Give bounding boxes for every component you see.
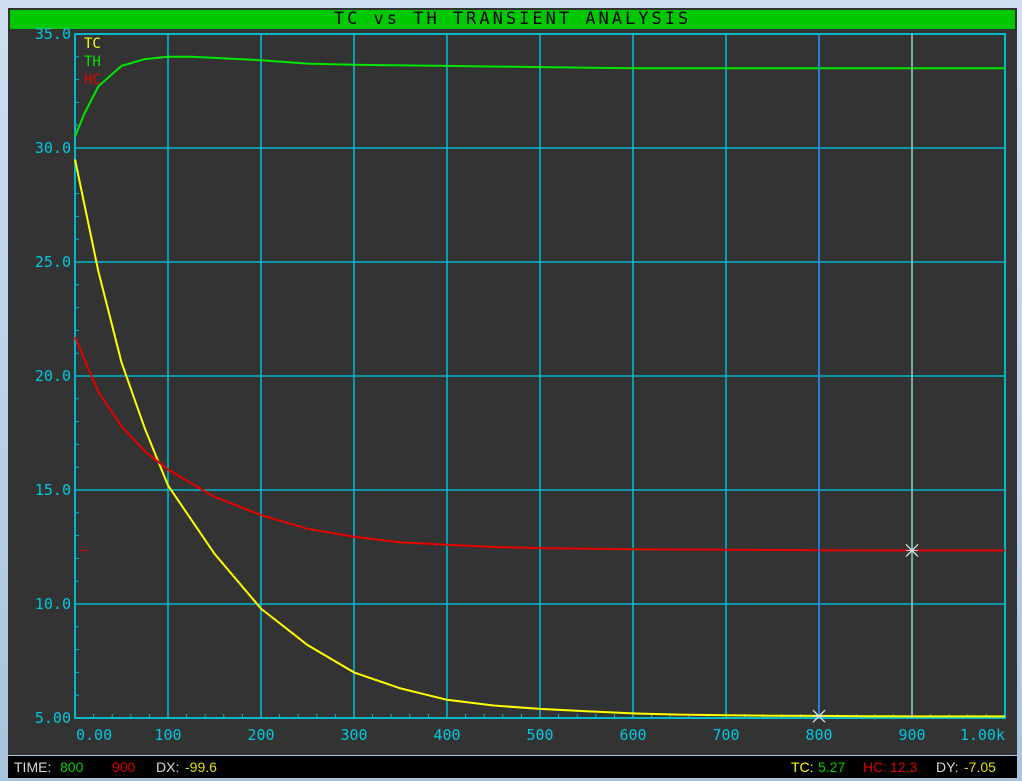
x-tick-label: 600 xyxy=(619,726,646,744)
legend-entry-tc: TC xyxy=(84,36,101,52)
series-line-hc xyxy=(74,336,1005,552)
status-bar: TIME: 800 900 DX: -99.6 TC: 5.27 HC: 12.… xyxy=(8,756,1017,778)
legend: TC TH HC xyxy=(84,36,101,88)
y-tick-label: 30.0 xyxy=(35,139,71,157)
legend-entry-th: TH xyxy=(84,54,101,70)
time-secondary-value: 900 xyxy=(112,759,136,775)
tc-label: TC: xyxy=(791,759,814,775)
x-tick-label: 900 xyxy=(898,726,925,744)
y-tick-label: 15.0 xyxy=(35,481,71,499)
legend-entry-hc: HC xyxy=(84,72,101,88)
x-tick-label: 200 xyxy=(247,726,274,744)
hc-label: HC: xyxy=(863,759,888,775)
y-tick-label: 25.0 xyxy=(35,253,71,271)
dy-label: DY: xyxy=(936,759,959,775)
x-tick-label: 700 xyxy=(712,726,739,744)
hc-value: 12.3 xyxy=(890,759,918,775)
graph-panel[interactable] xyxy=(8,8,1017,755)
x-axis: 0.00 100 200 300 400 500 600 700 800 900 1.00k xyxy=(76,726,1005,744)
series-line-tc xyxy=(74,159,1005,718)
y-axis: 5.00 10.0 15.0 20.0 25.0 30.0 35.0 xyxy=(35,25,71,727)
y-tick-label: 20.0 xyxy=(35,367,71,385)
dx-value: -99.6 xyxy=(185,759,217,775)
tc-value: 5.27 xyxy=(818,759,846,775)
y-tick-label: 10.0 xyxy=(35,595,71,613)
series-group xyxy=(74,55,1005,718)
x-tick-label: 300 xyxy=(340,726,367,744)
y-tick-label: 35.0 xyxy=(35,25,71,43)
cursor-marker[interactable] xyxy=(905,543,919,557)
dy-value: -7.05 xyxy=(964,759,996,775)
y-tick-label: 5.00 xyxy=(35,709,71,727)
grid xyxy=(74,33,1006,719)
series-line-th xyxy=(74,55,1005,137)
x-tick-label: 1.00k xyxy=(960,726,1005,744)
cursor-group[interactable] xyxy=(80,34,919,723)
time-label: TIME: xyxy=(14,759,52,775)
chart-title: TC vs TH TRANSIENT ANALYSIS xyxy=(10,10,1015,29)
dx-label: DX: xyxy=(156,759,180,775)
x-tick-label: 400 xyxy=(433,726,460,744)
x-tick-label: 100 xyxy=(154,726,181,744)
x-tick-label: 0.00 xyxy=(76,726,112,744)
cursor-marker[interactable] xyxy=(812,709,826,723)
x-tick-label: 500 xyxy=(526,726,553,744)
time-primary-value: 800 xyxy=(60,759,84,775)
x-tick-label: 800 xyxy=(805,726,832,744)
